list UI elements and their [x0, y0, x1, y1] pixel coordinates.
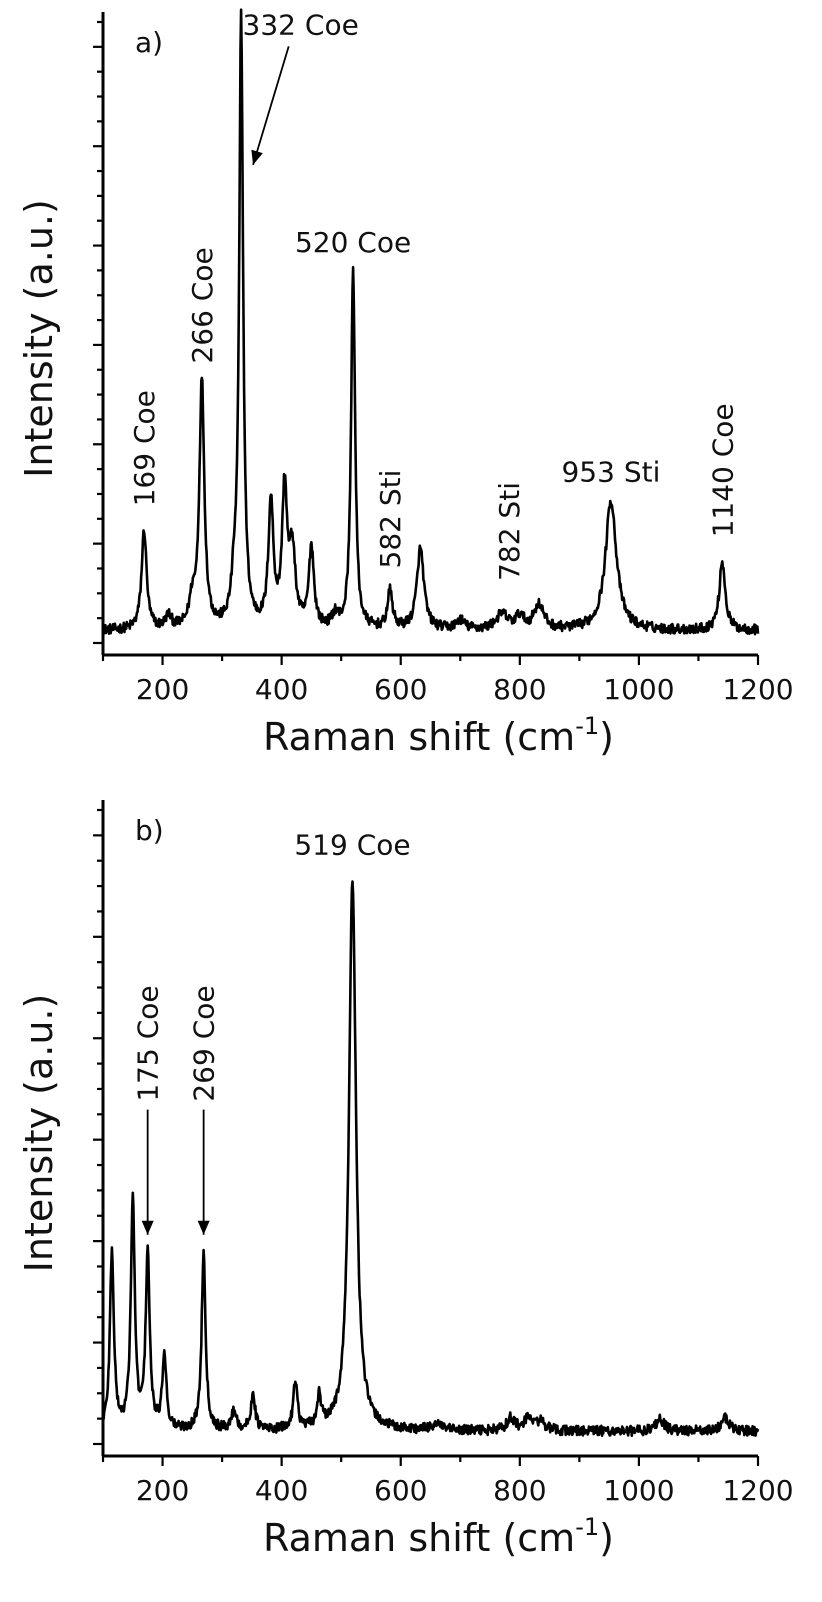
x-tick-label: 1000 — [603, 673, 674, 706]
x-tick-label: 800 — [493, 1474, 546, 1507]
annotation-arrowhead — [251, 149, 263, 165]
peak-label: 582 Sti — [374, 470, 407, 569]
x-tick-label: 200 — [136, 673, 189, 706]
spectrum-line-a — [102, 8, 760, 636]
peak-label: 175 Coe — [132, 985, 165, 1101]
peak-label: 782 Sti — [493, 482, 526, 581]
x-tick-label: 1000 — [603, 1474, 674, 1507]
panel-b-chart: 200 400 600 800 1000 1200 Raman shift (cm-1) In… — [17, 800, 794, 1560]
x-tick-label: 400 — [255, 673, 308, 706]
annotation-arrowhead — [141, 1220, 154, 1235]
panel-label-b: b) — [135, 814, 164, 847]
peak-label: 269 Coe — [188, 985, 221, 1101]
peak-label: 953 Sti — [561, 456, 660, 489]
peak-label: 266 Coe — [186, 247, 219, 363]
peak-label: 332 Coe — [243, 8, 359, 41]
panel-label-a: a) — [135, 26, 163, 59]
y-axis-title-a: Intensity (a.u.) — [17, 199, 61, 478]
x-tick-label: 800 — [493, 673, 546, 706]
x-tick-label: 200 — [136, 1474, 189, 1507]
spectrum-line-b — [101, 880, 760, 1438]
x-tick-label: 600 — [374, 1474, 427, 1507]
x-tick-label: 400 — [255, 1474, 308, 1507]
peak-label: 169 Coe — [128, 390, 161, 506]
peak-label: 1140 Coe — [706, 403, 739, 537]
annotation-arrow — [252, 46, 290, 166]
peak-label: 519 Coe — [294, 828, 410, 861]
x-tick-label: 600 — [374, 673, 427, 706]
x-axis-title-a: Raman shift (cm-1) — [263, 712, 614, 759]
panel-a-chart: 200 400 600 800 1000 1200 Raman shift (cm-1) In… — [17, 8, 794, 759]
x-tick-label: 1200 — [722, 1474, 793, 1507]
x-axis-title-b: Raman shift (cm-1) — [263, 1513, 614, 1560]
x-tick-label: 1200 — [722, 673, 793, 706]
peak-label: 520 Coe — [295, 226, 411, 259]
y-axis-title-b: Intensity (a.u.) — [17, 994, 61, 1273]
annotation-arrowhead — [197, 1220, 210, 1235]
